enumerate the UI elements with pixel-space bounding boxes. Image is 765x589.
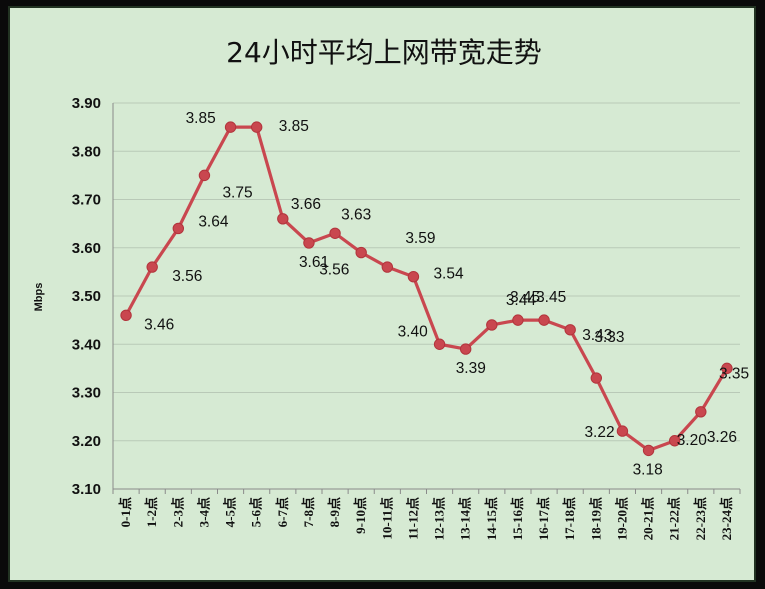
data-point: [172, 222, 185, 235]
x-tick-label: 11-12点: [405, 497, 420, 540]
data-label: 3.63: [341, 206, 371, 223]
data-point: [355, 246, 367, 259]
data-point: [120, 309, 132, 321]
data-point: [146, 261, 158, 273]
x-tick-label: 13-14点: [458, 497, 473, 540]
data-point: [224, 121, 237, 133]
data-label: 3.33: [594, 329, 624, 346]
y-tick-label: 3.40: [72, 336, 101, 353]
x-tick-label: 3-4点: [196, 497, 211, 527]
data-label: 3.59: [405, 230, 435, 247]
x-tick-label: 14-15点: [484, 497, 499, 540]
y-tick-label: 3.60: [72, 240, 101, 257]
data-point: [668, 435, 681, 447]
data-point: [616, 425, 629, 437]
data-label: 3.56: [172, 268, 202, 285]
data-point: [329, 227, 341, 239]
y-tick-label: 3.90: [72, 95, 101, 112]
data-label: 3.85: [186, 110, 216, 127]
y-tick-label: 3.20: [72, 433, 101, 450]
data-label: 3.64: [198, 213, 229, 230]
x-tick-label: 12-13点: [432, 497, 447, 540]
data-label: 3.45: [536, 289, 566, 306]
y-tick-label: 3.80: [72, 143, 101, 160]
data-point: [303, 237, 315, 249]
data-point: [538, 314, 550, 326]
data-label: 3.45: [510, 289, 540, 306]
chart-title: 24小时平均上网带宽走势: [226, 36, 542, 69]
y-tick-label: 3.30: [72, 385, 101, 402]
x-tick-label: 20-21点: [641, 497, 656, 540]
x-tick-label: 4-5点: [223, 497, 238, 527]
data-point: [695, 406, 707, 418]
data-label: 3.20: [677, 432, 708, 449]
data-label: 3.35: [719, 365, 749, 382]
x-tick-label: 8-9点: [327, 497, 342, 527]
x-tick-label: 1-2点: [144, 497, 159, 527]
data-point: [433, 338, 446, 350]
data-point: [198, 169, 211, 182]
x-tick-label: 15-16点: [510, 497, 525, 540]
data-point: [381, 261, 394, 273]
data-point: [642, 444, 655, 457]
y-tick-label: 3.70: [72, 192, 101, 209]
x-tick-label: 10-11点: [379, 497, 394, 540]
data-point: [459, 343, 472, 355]
data-point: [250, 121, 263, 133]
x-tick-label: 21-22点: [667, 497, 682, 540]
data-label: 3.39: [456, 360, 486, 377]
data-point: [486, 319, 498, 331]
y-tick-label: 3.50: [72, 288, 101, 305]
data-point: [721, 362, 733, 375]
x-tick-label: 19-20点: [614, 497, 629, 540]
data-label: 3.26: [707, 429, 737, 446]
data-label: 3.85: [279, 118, 309, 135]
y-tick-label: 3.10: [72, 481, 101, 498]
data-label: 3.22: [584, 424, 614, 441]
data-label: 3.44: [506, 292, 537, 309]
y-axis-label: Mbps: [33, 283, 45, 312]
x-tick-label: 18-19点: [588, 497, 603, 540]
data-label: 3.54: [433, 266, 464, 283]
data-label: 3.46: [144, 316, 174, 333]
data-point: [277, 213, 289, 225]
x-tick-label: 16-17点: [536, 497, 551, 540]
x-tick-label: 0-1点: [118, 497, 133, 527]
data-label: 3.43: [582, 327, 612, 344]
data-point: [564, 324, 576, 336]
data-label: 3.56: [319, 262, 349, 279]
data-point: [590, 372, 603, 384]
data-point: [512, 314, 524, 326]
series-line: [124, 125, 729, 452]
data-label: 3.61: [299, 254, 329, 271]
x-tick-label: 2-3点: [170, 497, 185, 527]
chart-frame: [8, 6, 756, 582]
data-point: [407, 271, 420, 283]
x-tick-label: 17-18点: [562, 497, 577, 540]
data-label: 3.66: [291, 196, 321, 213]
data-label: 3.18: [633, 461, 663, 478]
x-tick-label: 22-23点: [693, 497, 708, 540]
x-tick-label: 23-24点: [719, 497, 734, 540]
x-tick-label: 7-8点: [301, 497, 316, 527]
data-label: 3.40: [398, 323, 429, 340]
x-tick-label: 6-7点: [275, 497, 290, 527]
data-label: 3.75: [222, 184, 252, 201]
x-tick-label: 9-10点: [353, 497, 368, 534]
x-tick-label: 5-6点: [249, 497, 264, 527]
